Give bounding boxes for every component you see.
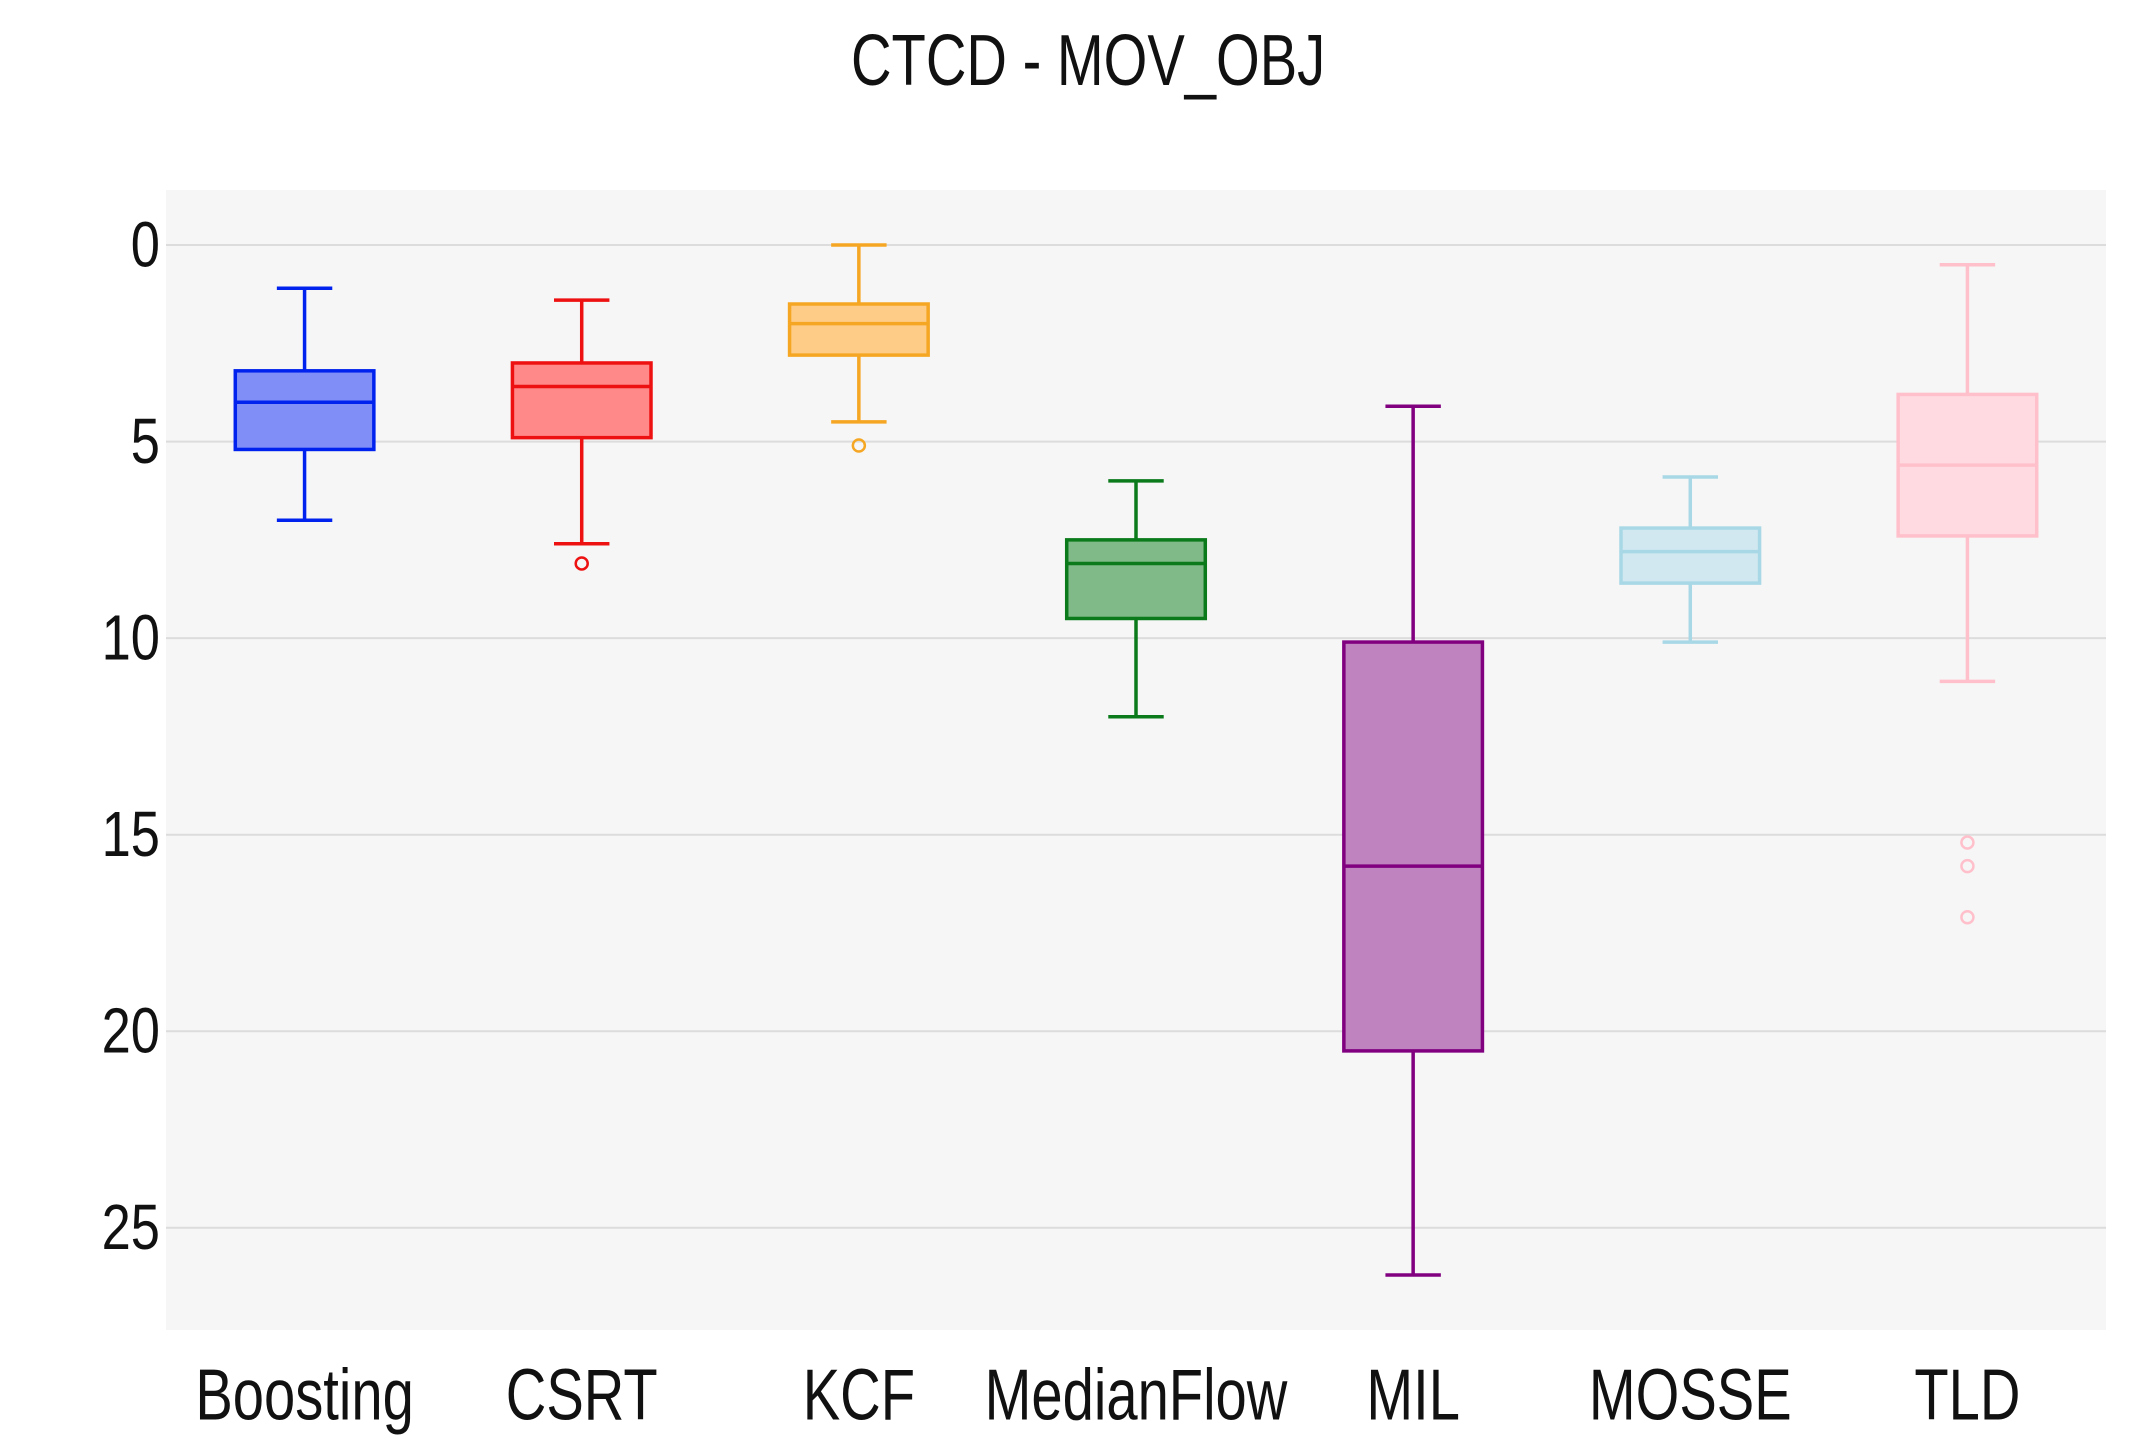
iqr-box xyxy=(510,361,653,440)
plot-area xyxy=(166,190,2106,1330)
y-tick-label: 20 xyxy=(102,996,160,1067)
box-boosting xyxy=(233,286,376,522)
chart-title: CTCD - MOV_OBJ xyxy=(850,21,1326,101)
y-tick-label: 15 xyxy=(102,799,160,870)
iqr-box xyxy=(1342,640,1485,1053)
outlier-point xyxy=(851,438,867,453)
x-tick-label: MedianFlow xyxy=(985,1355,1288,1435)
iqr-box xyxy=(233,369,376,452)
x-tick-label: Boosting xyxy=(195,1355,413,1435)
x-tick-label: MOSSE xyxy=(1589,1355,1792,1435)
outlier-point xyxy=(574,556,589,571)
x-tick-label: TLD xyxy=(1914,1355,2020,1435)
iqr-box xyxy=(787,302,930,357)
outlier-point xyxy=(1960,858,1975,874)
iqr-box xyxy=(1064,538,1208,621)
x-axis: Boosting CSRT KCF MedianFlow MIL MOSSE TLD xyxy=(195,1355,2020,1435)
y-tick-label: 0 xyxy=(131,209,160,280)
box-medianflow xyxy=(1064,479,1208,719)
y-axis: 0 5 10 15 20 25 xyxy=(102,209,160,1263)
x-tick-label: CSRT xyxy=(506,1355,658,1435)
outlier-point xyxy=(1960,835,1975,850)
box-mil xyxy=(1342,404,1485,1277)
box-kcf xyxy=(787,243,930,453)
box-tld xyxy=(1896,262,2039,925)
box-mosse xyxy=(1619,475,1762,644)
boxes xyxy=(233,243,2039,1277)
box-csrt xyxy=(510,298,653,571)
y-tick-label: 5 xyxy=(131,406,160,477)
iqr-box xyxy=(1619,526,1762,585)
y-tick-label: 25 xyxy=(102,1192,160,1263)
x-tick-label: MIL xyxy=(1366,1355,1460,1435)
y-tick-label: 10 xyxy=(102,603,160,674)
outlier-point xyxy=(1960,909,1975,925)
x-tick-label: KCF xyxy=(803,1355,915,1435)
